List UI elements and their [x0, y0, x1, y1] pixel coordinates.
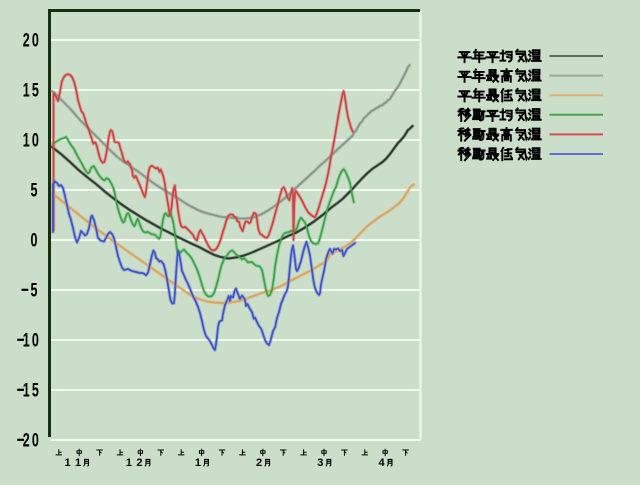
- svg-text:4: 4: [378, 457, 385, 469]
- svg-text:5: 5: [31, 180, 38, 201]
- svg-text:1: 1: [195, 457, 201, 469]
- svg-text:0: 0: [31, 230, 38, 251]
- svg-text:5: 5: [32, 80, 39, 101]
- svg-text:2: 2: [256, 457, 262, 469]
- svg-text:1: 1: [23, 330, 30, 351]
- svg-text:5: 5: [32, 380, 39, 401]
- svg-text:2: 2: [23, 30, 30, 51]
- svg-text:0: 0: [32, 30, 39, 51]
- svg-text:2: 2: [136, 457, 142, 469]
- svg-text:2: 2: [23, 430, 30, 451]
- svg-text:1: 1: [23, 130, 30, 151]
- svg-text:0: 0: [32, 130, 39, 151]
- svg-text:1: 1: [23, 380, 30, 401]
- svg-text:1: 1: [64, 457, 70, 469]
- svg-text:5: 5: [31, 280, 38, 301]
- svg-text:1: 1: [75, 457, 81, 469]
- svg-text:1: 1: [23, 80, 30, 101]
- svg-text:0: 0: [32, 430, 39, 451]
- svg-text:0: 0: [32, 330, 39, 351]
- svg-text:1: 1: [126, 457, 132, 469]
- svg-text:3: 3: [317, 457, 323, 469]
